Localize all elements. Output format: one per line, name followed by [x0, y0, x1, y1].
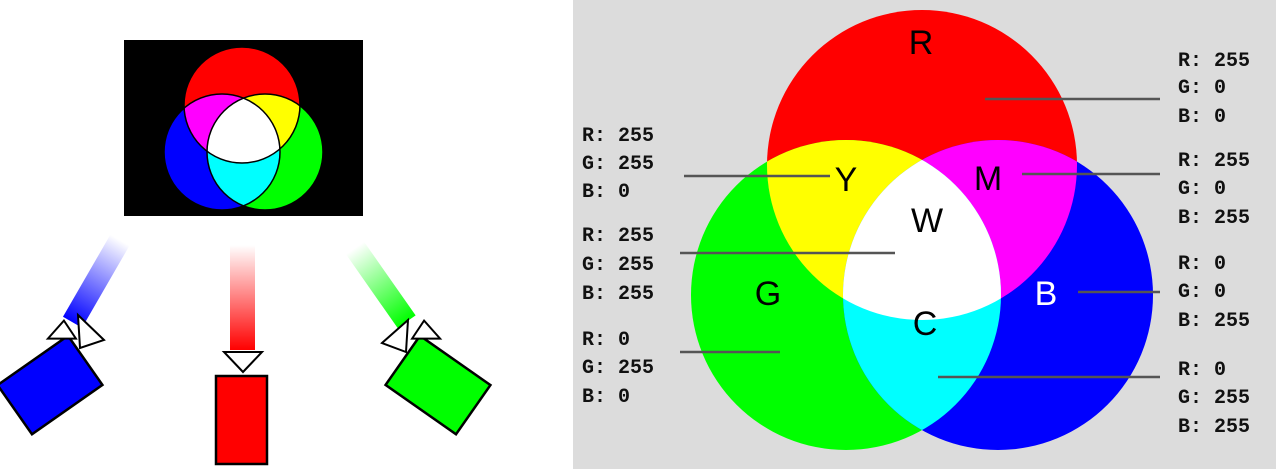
svg-text:G: 255: G: 255: [582, 357, 654, 380]
svg-text:B: 0: B: 0: [582, 386, 630, 409]
letter-red: R: [909, 24, 934, 62]
rgb-values-cyan: R: 0 G: 255 B: 255: [1178, 359, 1250, 439]
svg-text:R: 255: R: 255: [1178, 150, 1250, 173]
rgb-values-red: R: 255 G: 0 B: 0: [1178, 50, 1250, 129]
rgb-values-yellow: R: 255 G: 255 B: 0: [582, 125, 654, 204]
blue-projector-arrow: [76, 312, 106, 350]
blue-projector: [0, 318, 105, 436]
svg-text:G: 255: G: 255: [582, 254, 654, 277]
letter-green: G: [755, 275, 781, 313]
leader-lines: [680, 97, 1160, 379]
rgb-value-diagram: R Y M W G B C R: 255 G: 0 B: 0 R: 255 G:…: [573, 0, 1276, 469]
rgb-values-magenta: R: 255 G: 0 B: 255: [1178, 150, 1250, 230]
svg-text:G: 0: G: 0: [1178, 77, 1226, 100]
rgb-values-white: R: 255 G: 255 B: 255: [582, 225, 654, 306]
blue-beam: [62, 234, 130, 328]
letter-white: W: [911, 202, 943, 240]
svg-text:B: 255: B: 255: [1178, 207, 1250, 230]
svg-text:R: 255: R: 255: [1178, 50, 1250, 73]
big-white-overlap: [843, 140, 1001, 320]
red-projector: [214, 351, 269, 466]
small-white-overlap: [207, 94, 280, 163]
svg-text:R: 0: R: 0: [1178, 359, 1226, 382]
svg-text:G: 255: G: 255: [1178, 387, 1250, 410]
red-beam: [230, 245, 255, 350]
svg-text:B: 255: B: 255: [1178, 310, 1250, 333]
svg-text:R: 0: R: 0: [1178, 253, 1226, 276]
letter-yellow: Y: [835, 161, 858, 199]
svg-text:B: 255: B: 255: [582, 283, 654, 306]
svg-text:G: 255: G: 255: [582, 153, 654, 176]
rgb-values-blue: R: 0 G: 0 B: 255: [1178, 253, 1250, 333]
svg-text:R: 0: R: 0: [582, 329, 630, 352]
svg-text:B: 0: B: 0: [1178, 106, 1226, 129]
svg-text:G: 0: G: 0: [1178, 281, 1226, 304]
green-beam: [345, 241, 416, 329]
projection-illustration: [0, 40, 493, 466]
letter-cyan: C: [913, 305, 938, 343]
green-projector: [383, 318, 493, 436]
letter-blue: B: [1035, 275, 1058, 313]
svg-text:R: 255: R: 255: [582, 125, 654, 148]
svg-text:G: 0: G: 0: [1178, 178, 1226, 201]
svg-text:B: 255: B: 255: [1178, 416, 1250, 439]
svg-text:R: 255: R: 255: [582, 225, 654, 248]
rgb-values-green: R: 0 G: 255 B: 0: [582, 329, 654, 409]
letter-magenta: M: [974, 160, 1002, 198]
svg-text:B: 0: B: 0: [582, 181, 630, 204]
small-color-circles: [163, 46, 324, 211]
green-projector-arrow: [380, 317, 410, 354]
